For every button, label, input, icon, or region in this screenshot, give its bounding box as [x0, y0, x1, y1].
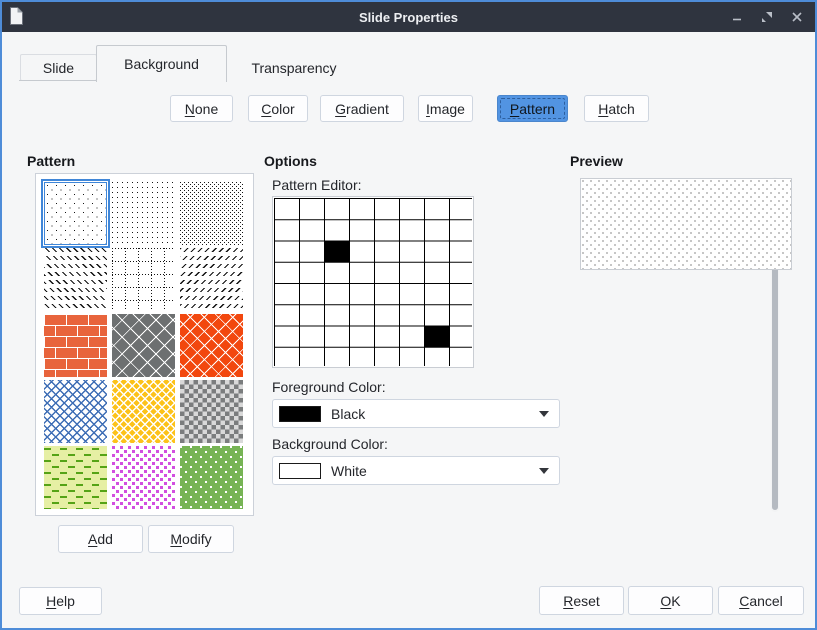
background-color-label: Background Color: [272, 436, 388, 452]
editor-cell-filled[interactable] [324, 240, 349, 262]
pattern-editor[interactable] [272, 196, 474, 368]
reset-button[interactable]: Reset [539, 586, 624, 615]
pattern-swatch-chevrons-green[interactable] [180, 446, 243, 509]
pattern-swatch-checker-gray[interactable] [180, 380, 243, 443]
pattern-swatch-dots-sparse[interactable] [41, 179, 110, 248]
tab-transparency[interactable]: Transparency [251, 59, 337, 76]
window-title: Slide Properties [359, 9, 458, 25]
pattern-swatch-shingles-gray[interactable] [112, 314, 175, 377]
background-color-select[interactable]: White [272, 456, 560, 485]
modify-button[interactable]: Modify [148, 525, 234, 553]
document-icon [9, 6, 24, 29]
preview-section-heading: Preview [570, 153, 623, 169]
pattern-swatch-dots-medium[interactable] [112, 182, 175, 245]
pattern-editor-grid[interactable] [274, 198, 472, 366]
fill-type-hatch-button[interactable]: Hatch [584, 95, 649, 122]
pattern-swatch-dashes-green[interactable] [44, 446, 107, 509]
pattern-swatch-diagonal-dashes-left[interactable] [44, 248, 107, 311]
pattern-swatch-squares-magenta[interactable] [112, 446, 175, 509]
pattern-swatch-zigzag-blue[interactable] [44, 380, 107, 443]
pattern-swatch-dotted-grid[interactable] [112, 248, 175, 311]
maximize-button[interactable] [759, 9, 775, 25]
foreground-color-label: Foreground Color: [272, 379, 386, 395]
background-color-chip [279, 462, 321, 479]
tab-background[interactable]: Background [96, 45, 227, 82]
fill-type-gradient-button[interactable]: Gradient [320, 95, 404, 122]
foreground-color-value: Black [331, 405, 366, 422]
help-button[interactable]: Help [19, 587, 102, 615]
options-section-heading: Options [264, 153, 317, 169]
fill-type-none-button[interactable]: None [170, 95, 233, 122]
scrollbar-thumb[interactable] [772, 179, 778, 510]
fill-type-image-button[interactable]: Image [418, 95, 473, 122]
close-button[interactable] [789, 9, 805, 25]
fill-type-color-button[interactable]: Color [248, 95, 308, 122]
ok-button[interactable]: OK [628, 586, 713, 615]
chevron-down-icon [539, 467, 549, 474]
cancel-button[interactable]: Cancel [718, 586, 804, 615]
pattern-swatch-dots-dense[interactable] [180, 182, 243, 245]
titlebar[interactable]: Slide Properties [2, 2, 815, 32]
pattern-section-heading: Pattern [27, 153, 76, 169]
pattern-swatch-scales-red[interactable] [180, 314, 243, 377]
pattern-swatch-diagonal-dashes-right[interactable] [180, 248, 243, 311]
pattern-editor-label: Pattern Editor: [272, 177, 362, 193]
minimize-button[interactable] [729, 9, 745, 25]
foreground-color-chip [279, 405, 321, 422]
add-button[interactable]: Add [58, 525, 143, 553]
pattern-preview [580, 178, 792, 270]
chevron-down-icon [539, 410, 549, 417]
pattern-list-scrollbar[interactable] [771, 177, 779, 512]
editor-cell-filled[interactable] [424, 325, 449, 347]
background-color-value: White [331, 462, 367, 479]
fill-type-pattern-button[interactable]: Pattern [497, 95, 568, 122]
pattern-list[interactable] [35, 173, 254, 516]
pattern-swatch-bricks-orange[interactable] [44, 314, 107, 377]
foreground-color-select[interactable]: Black [272, 399, 560, 428]
pattern-swatch-herringbone-gold[interactable] [112, 380, 175, 443]
tab-slide[interactable]: Slide [20, 54, 97, 81]
